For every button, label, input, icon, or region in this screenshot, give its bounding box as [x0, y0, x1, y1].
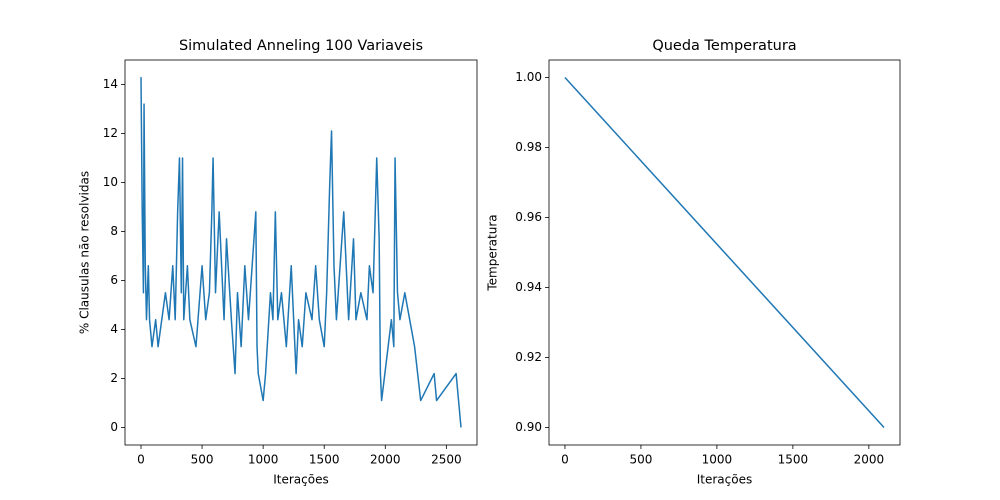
- y-tick-label: 0.92: [515, 350, 542, 364]
- line: [140, 77, 462, 428]
- x-tick-label: 2000: [854, 453, 885, 467]
- y-axis-label: % Clausulas não resolvidas: [78, 171, 92, 334]
- subplot: 0 500 1000 1500 2000 0.90 0.92 0.94 0.96 0.98 1.00…: [486, 38, 901, 487]
- chart-title: Queda Temperatura: [652, 38, 796, 54]
- x-axis-label: Iterações: [273, 473, 329, 487]
- x-tick-label: 2000: [370, 453, 401, 467]
- x-tick-label: 1500: [309, 453, 340, 467]
- axes-frame: [548, 59, 901, 446]
- x-tick-label: 1000: [248, 453, 279, 467]
- y-tick-label: 10: [103, 175, 118, 189]
- y-tick-label: 0.90: [515, 420, 542, 434]
- y-tick-label: 0.94: [515, 280, 542, 294]
- chart-title: Simulated Anneling 100 Variaveis: [179, 38, 423, 54]
- y-tick-label: 0.96: [515, 210, 542, 224]
- x-tick-label: 1000: [702, 453, 733, 467]
- x-tick-label: 0: [137, 453, 145, 467]
- x-axis-label: Iterações: [697, 473, 753, 487]
- x-tick-label: 500: [629, 453, 652, 467]
- x-tick-label: 2500: [431, 453, 462, 467]
- y-tick-label: 6: [110, 273, 118, 287]
- y-tick-label: 1.00: [515, 70, 542, 84]
- y-tick-label: 4: [110, 322, 118, 336]
- y-tick-label: 2: [110, 371, 118, 385]
- x-tick-label: 500: [191, 453, 214, 467]
- y-tick-label: 8: [110, 224, 118, 238]
- y-axis-label: Temperatura: [486, 214, 500, 291]
- y-tick-label: 0: [110, 420, 118, 434]
- y-tick-label: 12: [103, 126, 118, 140]
- line: [564, 76, 885, 429]
- x-tick-label: 1500: [778, 453, 809, 467]
- x-tick-label: 0: [561, 453, 569, 467]
- axes-frame: [124, 59, 478, 446]
- y-tick-label: 14: [103, 77, 118, 91]
- y-tick-label: 0.98: [515, 140, 542, 154]
- subplot: 0 500 1000 1500 2000 2500 0 2 4 6 8 10 12 14 Simulated…: [78, 38, 478, 487]
